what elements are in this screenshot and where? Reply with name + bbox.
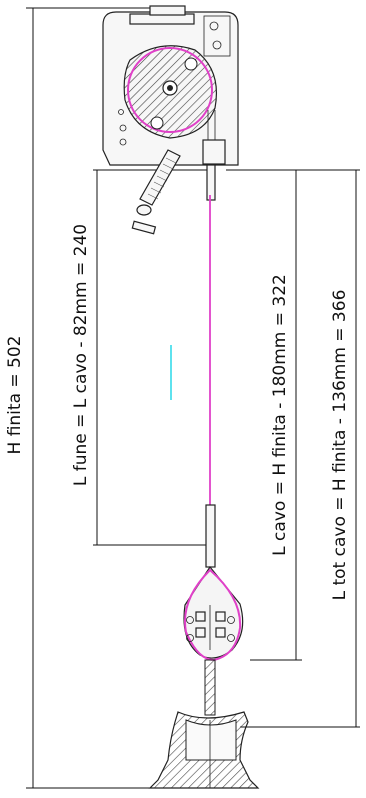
l-tot-cavo-dimension: L tot cavo = H finita - 136mm = 366 <box>240 169 360 728</box>
drum-pin-2 <box>150 116 164 130</box>
shaft <box>204 659 216 716</box>
pulley-bolt-1 <box>186 616 194 624</box>
spring-pin <box>131 220 157 235</box>
h-finita-dimension: H finita = 502 <box>5 7 165 789</box>
pulley-block-2 <box>195 627 206 638</box>
pulley-bolt-4 <box>227 634 235 642</box>
spring-assembly <box>131 149 181 235</box>
lower-cable-sleeve <box>205 504 216 568</box>
spring-coils <box>147 157 177 200</box>
cable <box>170 164 216 568</box>
housing-screw-3 <box>119 124 127 132</box>
housing-screw-5 <box>118 109 124 115</box>
pulley-block-1 <box>195 611 206 622</box>
pulley-block-3 <box>215 611 226 622</box>
drum-pin-1 <box>184 57 198 71</box>
housing-top-tab <box>149 5 186 16</box>
upper-cable-sleeve <box>206 164 216 201</box>
cable-exit-block <box>202 139 226 165</box>
spring-eye <box>136 204 152 216</box>
housing-side-plate <box>203 15 231 57</box>
l-cavo-label: L cavo = H finita - 180mm = 322 <box>270 274 290 556</box>
l-fune-dimension: L fune = L cavo - 82mm = 240 <box>71 169 212 546</box>
drum-axle-center <box>167 85 173 91</box>
pulley-bolt-2 <box>186 634 194 642</box>
l-cavo-dimension: L cavo = H finita - 180mm = 322 <box>226 169 302 661</box>
base-assembly <box>148 659 260 789</box>
l-tot-cavo-label: L tot cavo = H finita - 136mm = 366 <box>330 290 350 601</box>
pulley-bolt-3 <box>227 616 235 624</box>
base-center <box>185 719 237 761</box>
housing-screw-2 <box>212 40 222 50</box>
l-fune-label: L fune = L cavo - 82mm = 240 <box>71 224 91 486</box>
h-finita-label: H finita = 502 <box>5 336 25 455</box>
housing-screw-1 <box>209 21 219 31</box>
pulley-block-4 <box>215 627 226 638</box>
reel-housing <box>102 5 239 166</box>
housing-screw-4 <box>119 138 127 146</box>
cable-wound-drum <box>127 47 213 133</box>
pulley-assembly <box>183 565 244 662</box>
